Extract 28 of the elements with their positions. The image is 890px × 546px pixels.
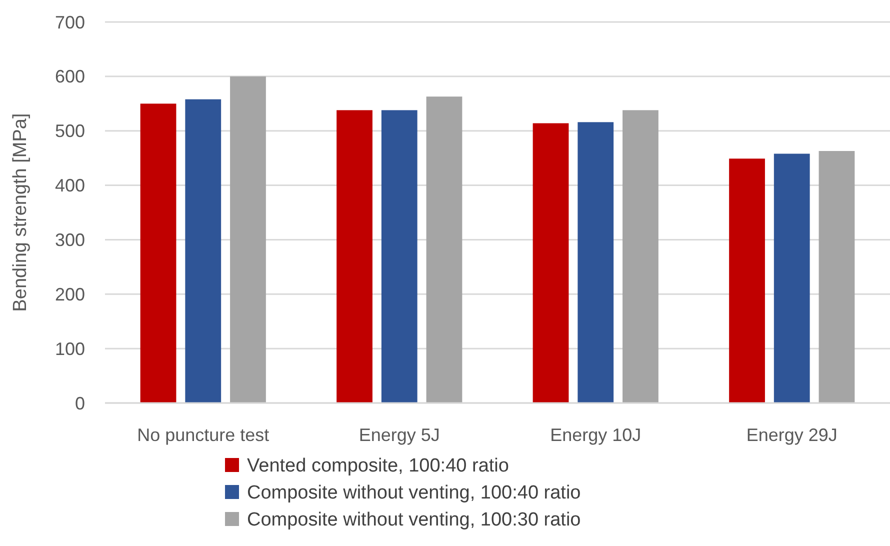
legend-label: Composite without venting, 100:40 ratio (247, 482, 581, 504)
bar (336, 110, 372, 403)
bar (622, 110, 658, 403)
bar (381, 110, 418, 403)
x-tick-label: Energy 29J (746, 425, 838, 445)
y-tick-label: 300 (54, 230, 85, 250)
y-tick-label: 700 (54, 12, 85, 32)
bar (426, 96, 462, 403)
bar (230, 76, 266, 403)
legend-label: Vented composite, 100:40 ratio (247, 456, 509, 477)
x-tick-label: No puncture test (137, 425, 270, 445)
bar (818, 150, 855, 403)
y-tick-label: 100 (54, 338, 85, 359)
legend-label: Composite without venting, 100:30 ratio (247, 510, 581, 531)
bar (532, 123, 569, 403)
bar (578, 122, 614, 403)
bar (185, 99, 222, 403)
bar (729, 158, 765, 403)
x-tick-label: Energy 10J (550, 425, 642, 445)
y-tick-label: 500 (54, 121, 85, 142)
bar (774, 154, 810, 403)
y-tick-label: 600 (54, 66, 85, 87)
bar (140, 104, 176, 403)
y-tick-label: 0 (74, 393, 85, 414)
y-tick-label: 200 (54, 284, 85, 304)
y-tick-label: 400 (54, 176, 85, 196)
y-axis-title: Bending strength [MPa] (10, 113, 31, 312)
x-tick-label: Energy 5J (358, 425, 440, 445)
